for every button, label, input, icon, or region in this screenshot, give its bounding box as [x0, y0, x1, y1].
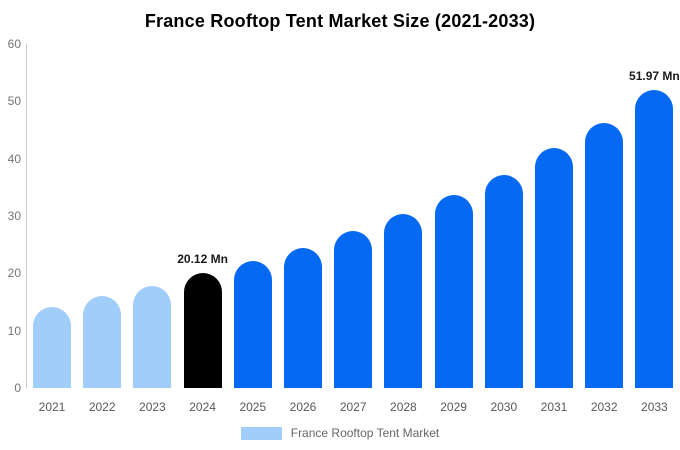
x-axis-label-2025: 2025 [239, 400, 267, 414]
y-axis-tick-40: 40 [7, 151, 21, 166]
bar-2025[interactable] [233, 260, 272, 388]
bar-2030[interactable] [484, 174, 523, 388]
legend-label: France Rooftop Tent Market [290, 426, 440, 440]
bar-2033[interactable] [635, 90, 674, 388]
x-axis-label-2026: 2026 [289, 400, 317, 414]
x-axis-label-2024: 2024 [189, 400, 216, 414]
bar-2022[interactable] [83, 296, 122, 388]
y-axis-tick-20: 20 [7, 266, 21, 281]
y-axis-tick-50: 50 [7, 94, 21, 109]
legend-swatch [240, 426, 282, 440]
x-axis-label-2021: 2021 [38, 400, 66, 414]
bar-2023[interactable] [133, 285, 172, 388]
x-axis-label-2022: 2022 [88, 400, 116, 414]
bar-2031[interactable] [535, 148, 573, 388]
x-axis-label-2029: 2029 [440, 400, 467, 414]
y-axis-tick-60: 60 [7, 37, 21, 51]
bar-2024[interactable] [183, 272, 222, 388]
y-axis-tick-30: 30 [7, 209, 21, 223]
y-axis-line [26, 44, 27, 388]
x-axis-label-2028: 2028 [390, 400, 417, 414]
bar-2028[interactable] [384, 213, 423, 388]
legend-item[interactable]: France Rooftop Tent Market [0, 426, 680, 440]
x-axis-label-2032: 2032 [590, 400, 618, 414]
x-axis-label-2027: 2027 [339, 400, 367, 414]
bar-2026[interactable] [284, 247, 322, 388]
y-axis-tick-0: 0 [14, 381, 21, 395]
chart-title: France Rooftop Tent Market Size (2021-20… [144, 11, 536, 31]
x-axis-label-2023: 2023 [139, 400, 166, 414]
x-axis-label-2031: 2031 [540, 400, 568, 414]
data-label-2033: 51.97 Mn [629, 69, 680, 84]
x-axis-label-2033: 2033 [641, 400, 668, 414]
y-axis-tick-10: 10 [7, 323, 21, 338]
x-axis-label-2030: 2030 [490, 400, 518, 414]
bar-2029[interactable] [434, 194, 473, 388]
bar-2032[interactable] [585, 122, 624, 388]
bar-2021[interactable] [33, 306, 71, 388]
data-label-2024: 20.12 Mn [177, 251, 228, 266]
bar-2027[interactable] [334, 231, 373, 388]
